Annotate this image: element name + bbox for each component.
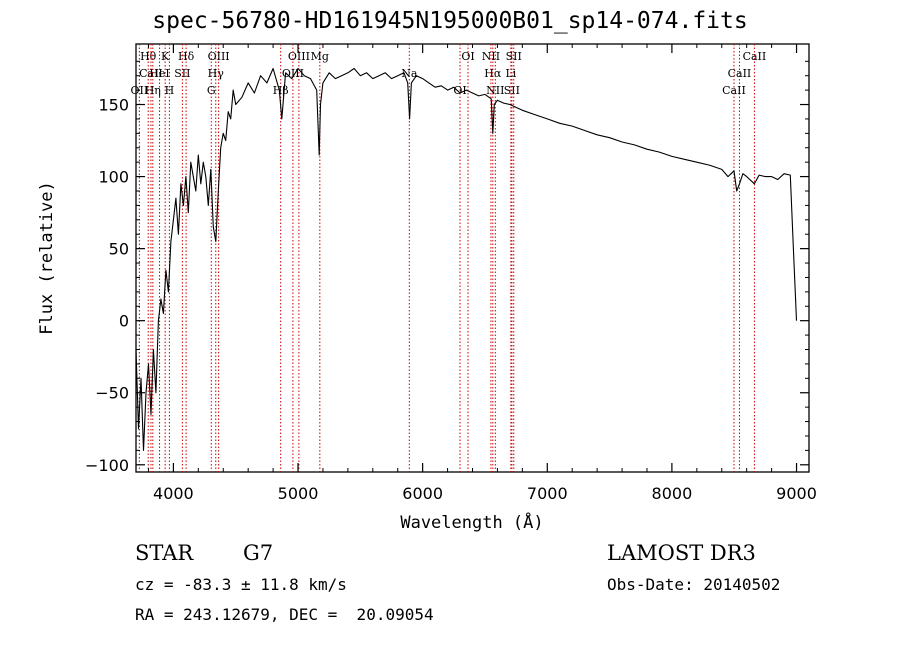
line-marker-label: Mg (311, 50, 329, 63)
ticks-layer: 4000 5000 6000 7000 8000 9000 −100 −50 0 50 100 150 (85, 44, 817, 503)
line-marker-label: H (165, 84, 175, 97)
line-marker-label: CaII (743, 50, 767, 63)
line-marker-label: CaII (722, 84, 746, 97)
line-marker-label: Hβ (273, 84, 289, 97)
line-marker-label: CaII (139, 67, 163, 80)
y-tick-label: −100 (85, 456, 129, 475)
line-marker-label: SII (504, 84, 520, 97)
line-marker-label: K (161, 50, 170, 63)
x-tick-label: 6000 (402, 484, 443, 503)
spectrum-layer (135, 67, 798, 451)
line-marker-label: SII (174, 67, 190, 80)
y-tick-label: 0 (119, 312, 129, 331)
line-marker-label: Hγ (208, 67, 225, 80)
line-marker-label: OI (461, 50, 474, 63)
x-tick-label: 7000 (527, 484, 568, 503)
line-marker-label: G (207, 84, 216, 97)
y-tick-label: 100 (98, 168, 129, 187)
object-class: STAR (135, 541, 194, 565)
x-tick-label: 4000 (153, 484, 194, 503)
line-marker-label: OI (453, 84, 466, 97)
object-subclass: G7 (243, 541, 274, 565)
line-marker-label: NII (482, 50, 500, 63)
line-marker-label: Li (505, 67, 516, 80)
obs-date: Obs-Date: 20140502 (607, 575, 781, 594)
marker-layer: HθCaIIOIIKHeIHηHδSIIHOIIIHγGOIIIOIIIHβMg… (131, 44, 767, 472)
chart-title: spec-56780-HD161945N195000B01_sp14-074.f… (152, 8, 748, 34)
line-marker-label: OIII (208, 50, 230, 63)
line-marker-label: CaII (728, 67, 752, 80)
line-marker-label: HeI (149, 67, 169, 80)
line-marker-label: NII (486, 84, 504, 97)
y-tick-label: 50 (109, 240, 129, 259)
line-marker-label: Hη (145, 84, 161, 97)
spectrum-line (135, 67, 798, 451)
line-marker-label: SII (506, 50, 522, 63)
x-tick-label: 9000 (776, 484, 817, 503)
line-marker-label: OIII (288, 50, 310, 63)
y-tick-label: −50 (95, 384, 129, 403)
survey-name: LAMOST DR3 (607, 541, 756, 565)
line-marker-label: OIII (282, 67, 304, 80)
line-marker-label: Hθ (140, 50, 157, 63)
plot-frame (135, 43, 810, 473)
redshift-cz: cz = -83.3 ± 11.8 km/s (135, 575, 347, 594)
line-marker-label: Hδ (178, 50, 195, 63)
line-marker-label: Hα (484, 67, 502, 80)
coordinates: RA = 243.12679, DEC = 20.09054 (135, 605, 434, 624)
x-tick-label: 8000 (652, 484, 693, 503)
x-tick-label: 5000 (278, 484, 319, 503)
y-tick-label: 150 (98, 96, 129, 115)
x-axis-label: Wavelength (Å) (400, 511, 543, 533)
y-axis-label: Flux (relative) (37, 181, 57, 335)
